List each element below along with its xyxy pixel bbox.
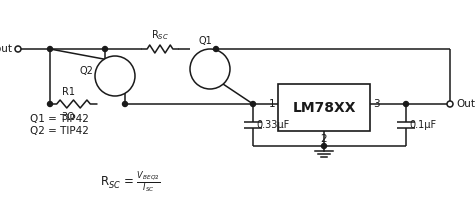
Text: Q1 = TIP42: Q1 = TIP42	[30, 114, 89, 124]
Text: LM78XX: LM78XX	[292, 101, 356, 114]
Text: 0.1μF: 0.1μF	[409, 120, 436, 130]
FancyBboxPatch shape	[278, 84, 370, 131]
Circle shape	[103, 47, 107, 52]
Circle shape	[95, 56, 135, 96]
Text: R1: R1	[62, 87, 75, 97]
Circle shape	[403, 101, 408, 106]
Text: Q1: Q1	[198, 36, 212, 46]
Text: 1: 1	[268, 99, 275, 109]
Circle shape	[123, 101, 127, 106]
Text: 3Ω: 3Ω	[62, 112, 75, 122]
Circle shape	[48, 47, 53, 52]
Text: R$_{SC}$ = $\frac{V_{BEQ2}}{I_{SC}}$: R$_{SC}$ = $\frac{V_{BEQ2}}{I_{SC}}$	[100, 169, 161, 195]
Text: 2: 2	[321, 134, 327, 144]
Circle shape	[322, 144, 326, 149]
Text: Input: Input	[0, 44, 12, 54]
Text: Q2: Q2	[79, 66, 93, 76]
Text: 0.33μF: 0.33μF	[256, 120, 289, 130]
Text: Q2 = TIP42: Q2 = TIP42	[30, 126, 89, 136]
Circle shape	[447, 101, 453, 107]
Text: 3: 3	[373, 99, 380, 109]
Circle shape	[213, 47, 218, 52]
Circle shape	[48, 101, 53, 106]
Text: R$_{SC}$: R$_{SC}$	[151, 28, 169, 42]
Text: Output: Output	[456, 99, 475, 109]
Circle shape	[15, 46, 21, 52]
Circle shape	[190, 49, 230, 89]
Circle shape	[250, 101, 256, 106]
